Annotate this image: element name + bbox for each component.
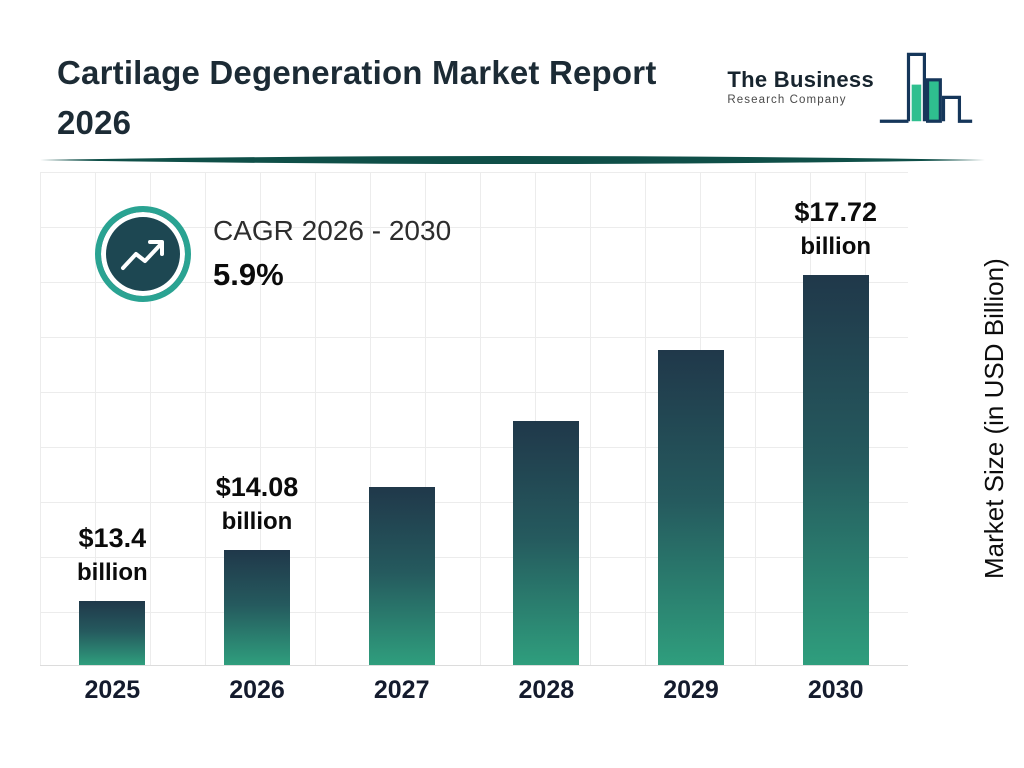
cagr-label: CAGR 2026 - 2030 (213, 214, 452, 246)
bar-column (329, 172, 474, 665)
bar-2029 (658, 350, 725, 665)
bar-column: $17.72 billion (763, 172, 908, 665)
bar-column (619, 172, 764, 665)
bar-value-label: $17.72 billion (794, 197, 877, 260)
x-axis-label-2028: 2028 (518, 676, 575, 704)
y-axis-label: Market Size (in USD Billion) (979, 258, 1009, 579)
logo-text: The Business Research Company (727, 66, 874, 107)
bar-column (474, 172, 619, 665)
plot-area: $13.4 billion $14.08 billion $17.72 billion (40, 172, 908, 666)
x-axis-label-2030: 2030 (807, 676, 864, 704)
bar-2028 (513, 421, 580, 665)
company-logo: The Business Research Company (727, 48, 974, 126)
header-divider (40, 156, 985, 164)
cagr-block: CAGR 2026 - 2030 5.9% (95, 206, 451, 302)
cagr-value: 5.9% (213, 257, 284, 293)
x-axis-labels: 2025 2026 2027 2028 2029 2030 (40, 676, 908, 705)
bar-2027 (368, 487, 435, 665)
logo-subname: Research Company (727, 93, 847, 106)
bars-row: $13.4 billion $14.08 billion $17.72 billion (40, 172, 908, 665)
page-title: Cartilage Degeneration Market Report 202… (57, 54, 657, 141)
logo-barchart-icon (879, 52, 973, 123)
bar-column: $14.08 billion (185, 172, 330, 665)
growth-trend-icon (95, 206, 191, 302)
bar-value-label: $14.08 billion (215, 472, 299, 535)
x-axis-label-2027: 2027 (373, 676, 430, 704)
logo-name: The Business (727, 66, 874, 92)
bar-2025 (79, 601, 146, 665)
x-axis-label-2026: 2026 (229, 676, 285, 704)
bar-column: $13.4 billion (40, 172, 185, 665)
bar-value-label: $13.4 billion (77, 523, 148, 586)
x-axis-label-2029: 2029 (663, 676, 719, 704)
bar-2026 (224, 550, 290, 665)
bar-2030 (802, 275, 869, 665)
cagr-text: CAGR 2026 - 2030 5.9% (213, 213, 451, 296)
x-axis-label-2025: 2025 (84, 676, 141, 704)
